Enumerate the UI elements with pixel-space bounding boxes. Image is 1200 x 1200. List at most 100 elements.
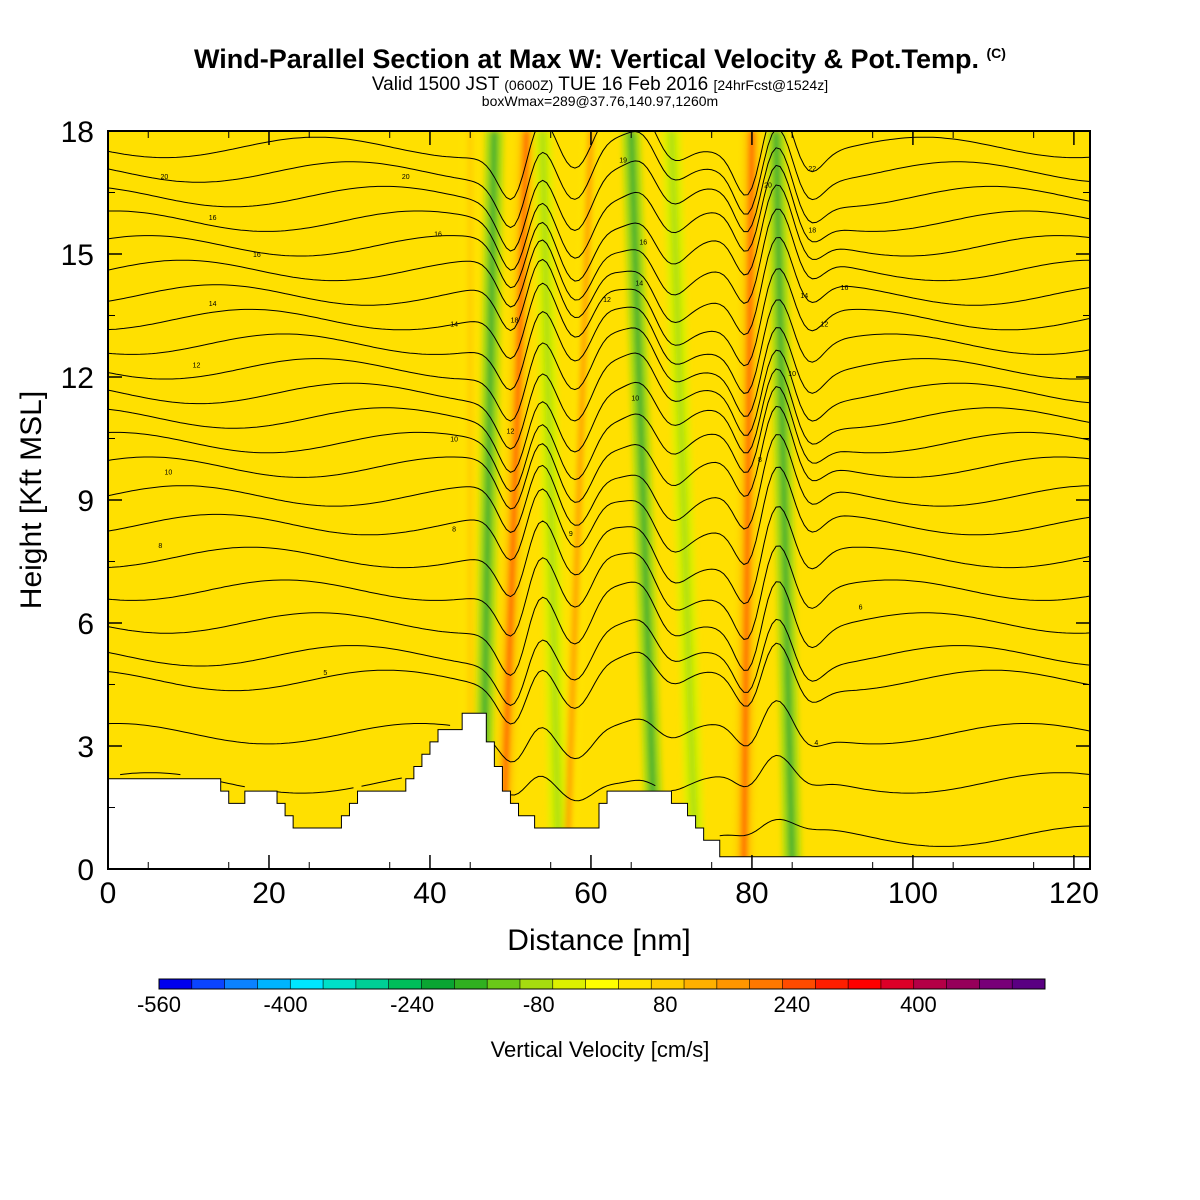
colorbar-swatch [191,979,226,989]
colorbar-swatch [618,979,652,989]
y-tick-label: 15 [61,239,94,272]
contour-label: 12 [193,363,201,370]
x-tick-label: 40 [413,877,446,910]
theta-contour-7 [108,506,1090,605]
theta-contour-6 [108,545,1090,640]
contour-label: 12 [820,322,828,329]
contour-label: 10 [788,371,796,378]
colorbar-swatch [323,979,357,989]
theta-contour-3 [108,642,1090,725]
theta-contour-22 [108,131,1090,229]
theta-contour-1 [120,754,1090,802]
contour-label: 12 [507,428,515,435]
colorbar: -560 -400 -240 -80 80 240 400 [137,978,1046,1017]
contour-label: 14 [635,281,643,288]
velocity-field: 8 10 12 14 16 16 20 5 8 10 14 16 20 12 18 9 12 10 14 16 19 8 4… [108,131,1090,869]
contour-label: 16 [253,252,261,259]
colorbar-swatch [421,979,455,989]
x-tick-label: 120 [1049,877,1099,910]
theta-contour-14 [108,327,1090,422]
x-tick-label: 60 [574,877,607,910]
theta-contour-15 [108,299,1090,394]
contour-label: 20 [764,182,772,189]
y-axis-label: Height [Kft MSL] [15,391,48,609]
x-tick-label: 80 [735,877,768,910]
colorbar-swatch [684,979,718,989]
updraft-band-0-layer-0 [499,131,530,869]
colorbar-swatch [782,979,816,989]
contour-label: 9 [569,531,573,538]
theta-contour-11 [108,386,1090,492]
theta-contour-8 [108,466,1090,566]
theta-contour-4 [108,618,1090,706]
theta-contour-9 [108,434,1090,533]
x-tick-label: 20 [252,877,285,910]
colorbar-swatch [946,979,980,989]
background-field [108,131,1090,869]
contour-label: 10 [631,396,639,403]
colorbar-swatch [979,979,1013,989]
contour-label: 5 [323,670,327,677]
theta-contour-12 [108,368,1090,473]
theta-contour-0 [719,818,1090,847]
contour-label: 4 [814,740,818,747]
colorbar-swatch [749,979,783,989]
contour-label: 8 [158,543,162,550]
chart-valid-time: Valid 1500 JST (0600Z) TUE 16 Feb 2016 [… [371,74,829,95]
contour-label: 16 [209,215,217,222]
updraft-band-3-layer-0 [467,131,474,869]
colorbar-swatch [880,979,915,989]
colorbar-swatch [519,979,554,989]
colorbar-swatch [651,979,685,989]
colorbar-swatch [585,979,619,989]
colorbar-swatch [487,979,521,989]
y-tick-label: 3 [77,731,94,764]
downdraft-band-4-layer-0 [668,131,699,869]
chart-subtitle: boxWmax=289@37.76,140.97,1260m [481,93,719,109]
contour-label: 22 [808,166,816,173]
colorbar-tick-label: 400 [900,992,937,1017]
colorbar-swatch [716,979,751,989]
colorbar-swatch [290,979,324,989]
colorbar-swatch [224,979,258,989]
colorbar-tick-label: 80 [653,992,677,1017]
x-axis-label: Distance [nm] [507,924,690,957]
contour-label: 20 [402,174,410,181]
theta-contour-10 [108,405,1090,510]
colorbar-frame [158,978,1046,990]
theta-contour-16 [108,268,1090,367]
contour-label: 16 [639,240,647,247]
theta-contour-19 [108,184,1090,289]
contour-label: 6 [859,605,863,612]
colorbar-swatch [355,979,390,989]
colorbar-tick-label: -240 [390,992,434,1017]
contour-label: 10 [450,437,458,444]
theta-contour-17 [108,236,1090,336]
x-tick-label: 0 [100,877,117,910]
terrain [108,712,1090,869]
contour-label: 16 [434,232,442,239]
contour-label: 14 [209,301,217,308]
y-tick-label: 18 [61,116,94,149]
x-tick-label: 100 [888,877,938,910]
colorbar-label: Vertical Velocity [cm/s] [491,1037,710,1062]
colorbar-swatch [1012,979,1046,989]
colorbar-tick-label: -560 [137,992,181,1017]
y-tick-label: 0 [77,854,94,887]
colorbar-swatch [815,979,849,989]
contour-label: 14 [800,293,808,300]
colorbar-swatch [257,979,291,989]
colorbar-tick-label: -400 [264,992,308,1017]
theta-contour-20 [108,164,1090,271]
updraft-band-2-layer-0 [741,131,755,869]
colorbar-swatch [552,979,587,989]
colorbar-swatch [913,979,948,989]
contour-label: 19 [619,158,627,165]
contour-label: 18 [511,318,519,325]
theta-contour-5 [108,581,1090,676]
theta-contour-13 [108,349,1090,450]
theta-contour-23 [108,131,1090,201]
contour-label: 10 [164,469,172,476]
contour-label: 16 [841,285,849,292]
